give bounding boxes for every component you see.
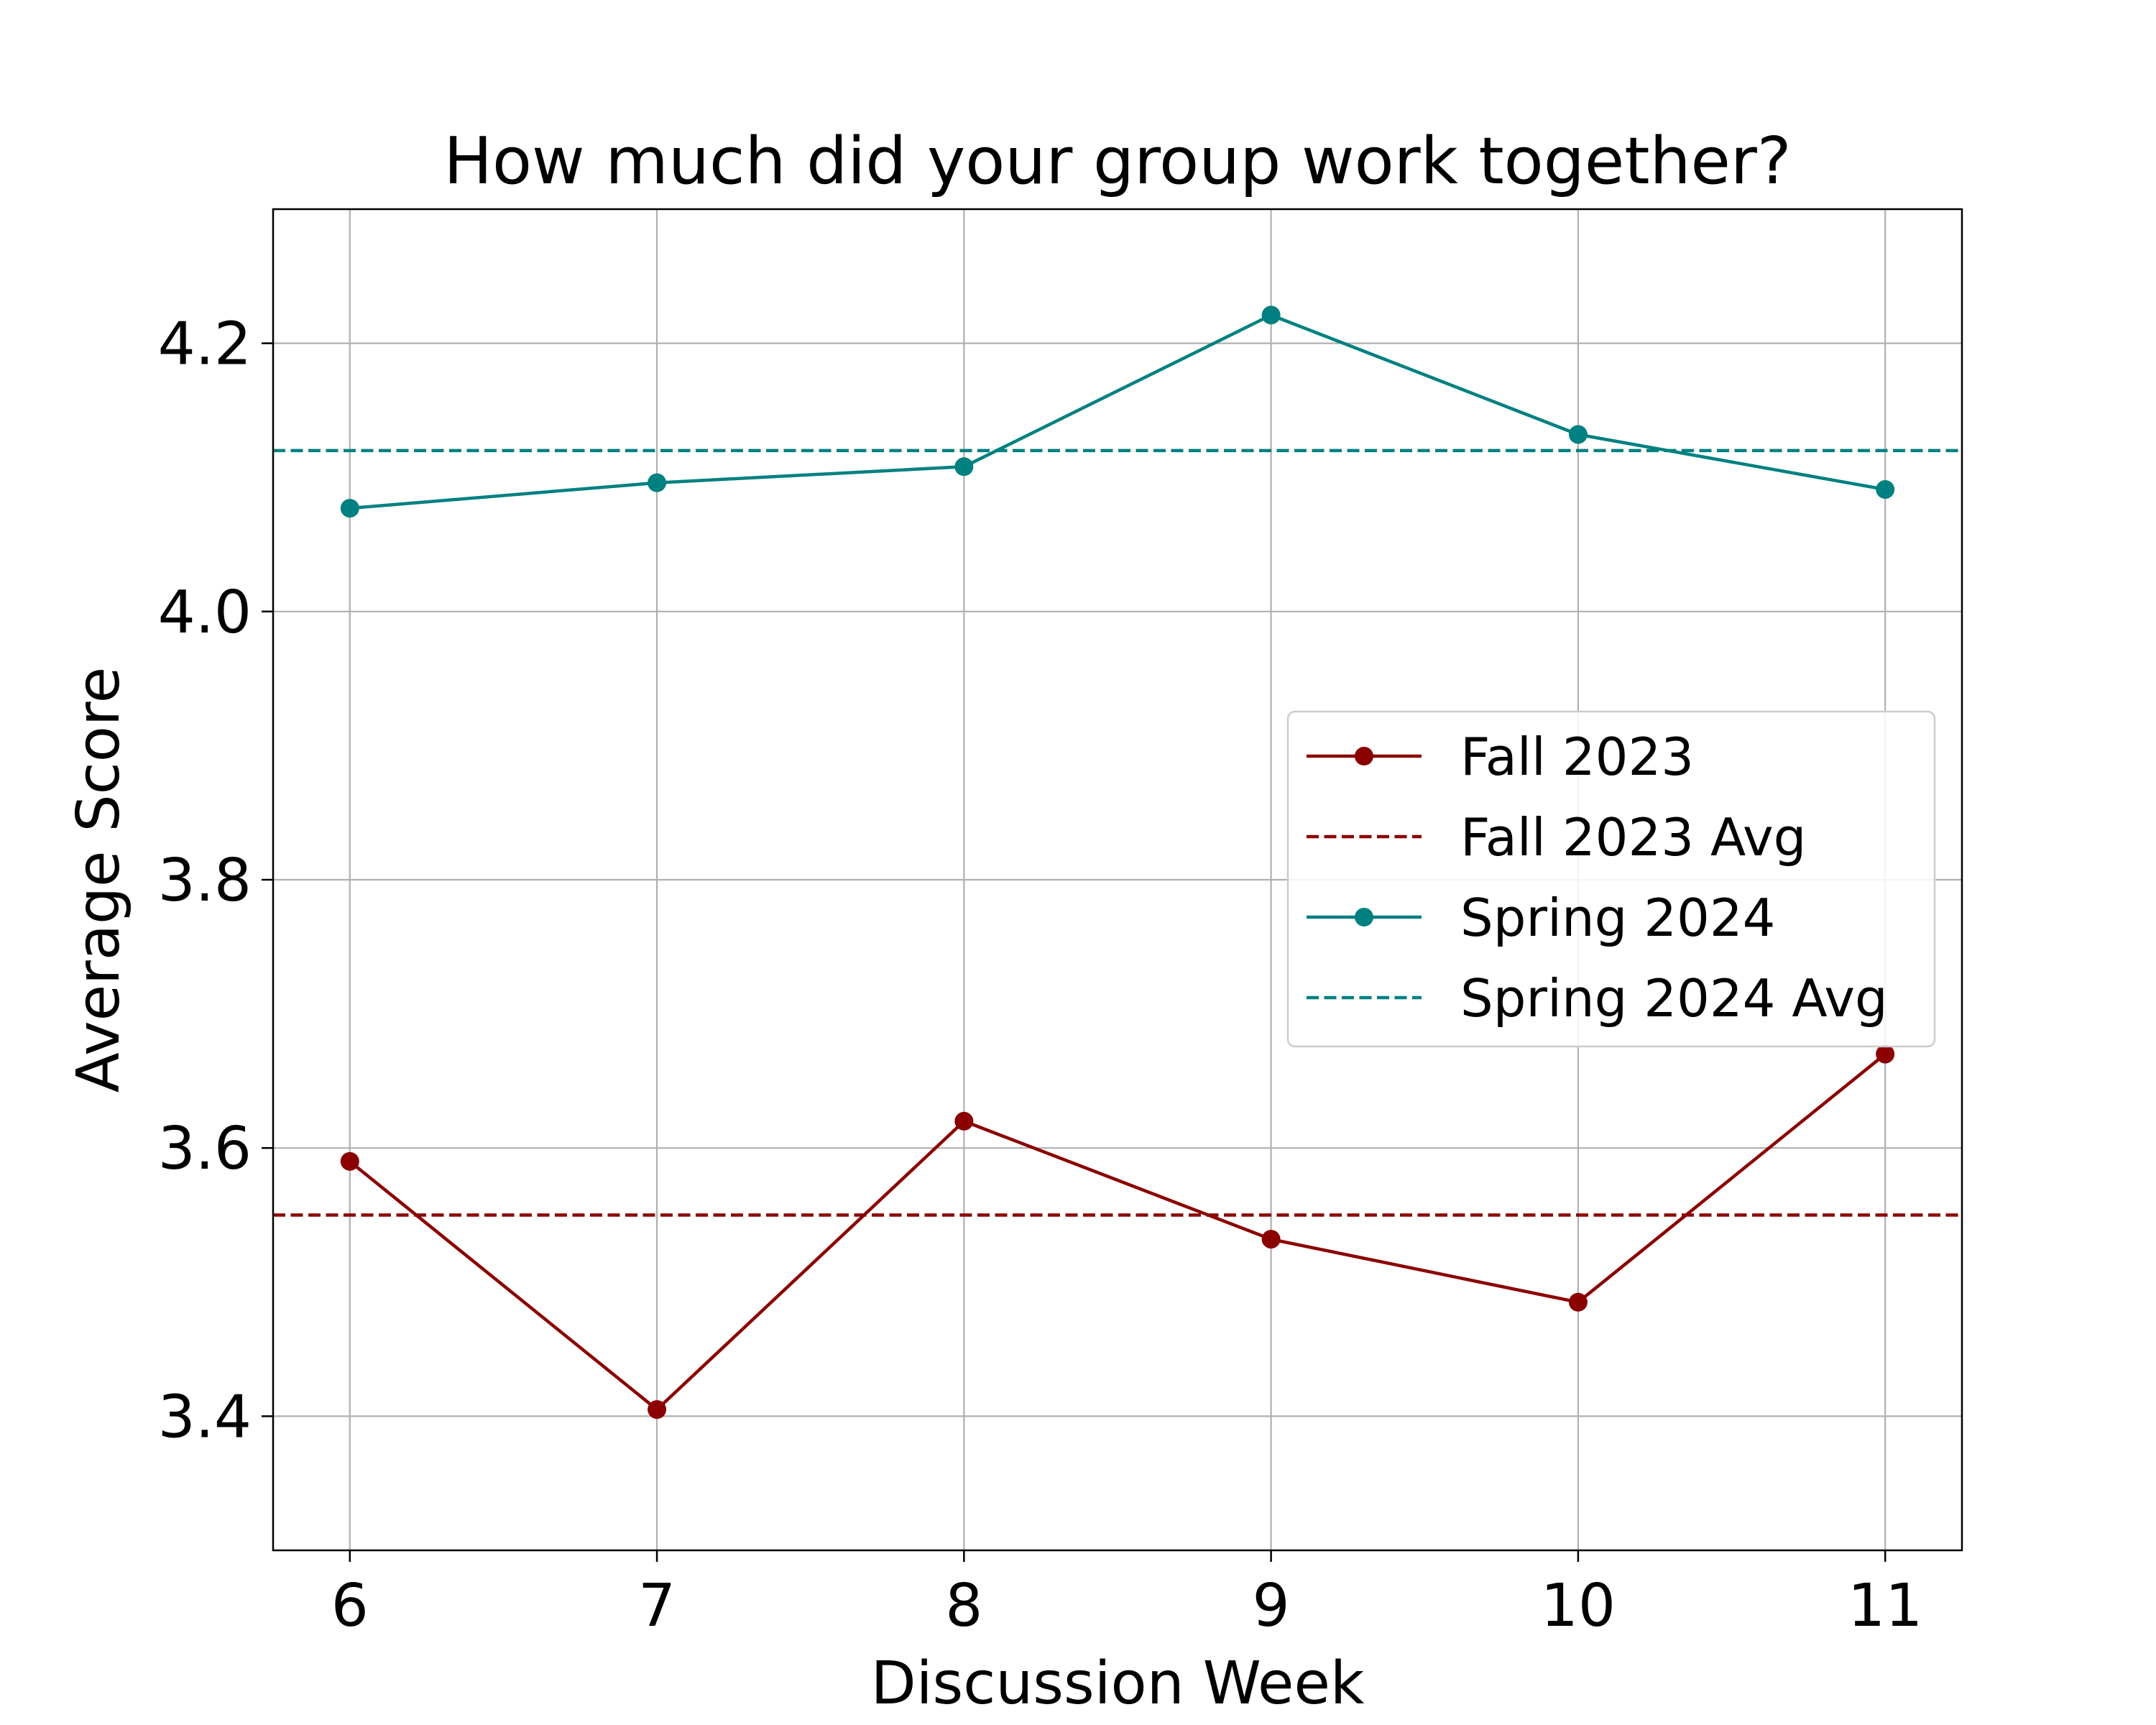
x-tick-label: 11 xyxy=(1848,1572,1922,1640)
x-tick-label: 7 xyxy=(638,1572,676,1640)
y-tick-label: 3.6 xyxy=(158,1115,252,1183)
chart-title: How much did your group work together? xyxy=(443,124,1791,199)
legend-label: Spring 2024 xyxy=(1460,888,1775,948)
legend-marker xyxy=(1355,747,1373,765)
y-tick-label: 4.0 xyxy=(158,579,252,647)
legend-label: Fall 2023 Avg xyxy=(1460,807,1806,868)
data-point xyxy=(1876,1044,1895,1064)
data-point xyxy=(954,457,974,477)
y-tick-label: 4.2 xyxy=(158,310,252,379)
series-lines xyxy=(340,305,1895,1420)
grid xyxy=(273,209,1962,1550)
data-point xyxy=(954,1111,974,1131)
axis-ticks: 6 7 8 9 10 11 3.4 3.6 3.8 4.0 4.2 xyxy=(158,310,1923,1640)
data-point xyxy=(340,499,359,518)
series-line xyxy=(348,313,1887,510)
y-axis-label: Average Score xyxy=(65,667,133,1092)
data-point xyxy=(340,1151,359,1171)
data-point xyxy=(648,473,667,492)
data-point xyxy=(648,1400,667,1420)
data-point xyxy=(1261,1230,1281,1249)
legend: Fall 2023 Fall 2023 Avg Spring 2024 Spring … xyxy=(1286,710,1936,1048)
y-tick-label: 3.8 xyxy=(158,847,252,915)
y-tick-label: 3.4 xyxy=(158,1383,252,1451)
series-line xyxy=(347,1052,1888,1412)
x-tick-label: 6 xyxy=(331,1572,369,1640)
x-axis-label: Discussion Week xyxy=(871,1650,1365,1718)
x-tick-label: 10 xyxy=(1541,1572,1616,1640)
legend-box xyxy=(1286,710,1936,1048)
data-point xyxy=(1876,479,1895,499)
legend-label: Fall 2023 xyxy=(1460,727,1694,787)
legend-label: Spring 2024 Avg xyxy=(1460,968,1888,1029)
data-point xyxy=(1568,1292,1588,1312)
data-point xyxy=(1261,305,1281,325)
data-point xyxy=(1568,425,1588,444)
x-tick-label: 9 xyxy=(1253,1572,1290,1640)
legend-marker xyxy=(1355,908,1373,926)
x-tick-label: 8 xyxy=(945,1572,982,1640)
